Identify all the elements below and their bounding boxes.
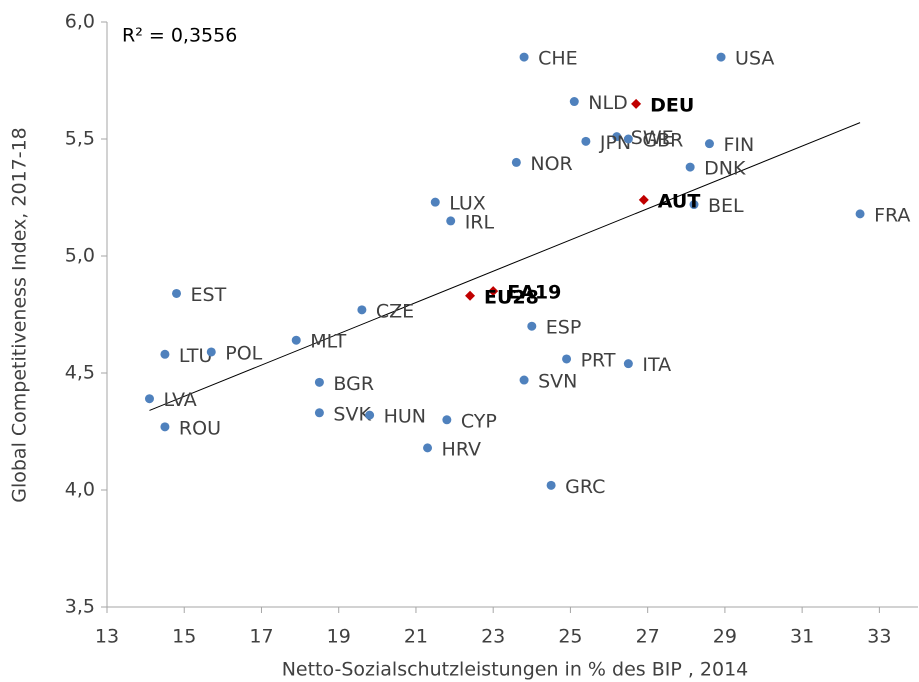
x-tick-label: 17 — [249, 626, 273, 648]
point — [527, 321, 537, 331]
point-label: ESP — [546, 317, 582, 339]
point-label: IRL — [465, 211, 495, 233]
point — [511, 157, 521, 167]
point — [685, 162, 695, 172]
point — [423, 443, 433, 453]
point — [631, 98, 642, 109]
y-tick-label: 5,0 — [65, 245, 95, 267]
point-label: CZE — [376, 300, 414, 322]
y-axis-title: Global Competitiveness Index, 2017-18 — [9, 127, 31, 503]
x-tick-label: 25 — [558, 626, 582, 648]
point-label: EST — [191, 284, 227, 306]
point — [172, 288, 182, 298]
point — [160, 422, 170, 432]
point — [314, 377, 324, 387]
point-label: LTU — [179, 345, 212, 367]
point-label: HUN — [384, 406, 426, 428]
point — [638, 194, 649, 205]
point — [623, 134, 633, 144]
point — [689, 200, 699, 210]
point-label: POL — [225, 342, 262, 364]
point-label: DEU — [650, 94, 694, 116]
point — [716, 52, 726, 62]
x-tick-label: 27 — [636, 626, 660, 648]
x-tick-label: 19 — [327, 626, 351, 648]
point-label: CYP — [461, 410, 497, 432]
point — [465, 290, 476, 301]
point-label: USA — [735, 48, 774, 70]
point — [144, 394, 154, 404]
y-tick-label: 5,5 — [65, 128, 95, 150]
point — [160, 349, 170, 359]
point — [446, 216, 456, 226]
x-tick-label: 21 — [404, 626, 428, 648]
point-label: FRA — [874, 204, 910, 226]
point — [546, 480, 556, 490]
point — [581, 136, 591, 146]
point — [612, 132, 622, 142]
point-label: SVK — [333, 403, 371, 425]
point — [519, 52, 529, 62]
point-label: SVN — [538, 371, 577, 393]
point — [488, 286, 499, 297]
x-axis-title: Netto-Sozialschutzleistungen in % des BI… — [282, 659, 749, 681]
x-tick-label: 15 — [172, 626, 196, 648]
point-label: GBR — [642, 130, 683, 152]
point-label: LUX — [449, 193, 486, 215]
point — [442, 415, 452, 425]
x-tick-label: 29 — [713, 626, 737, 648]
y-tick-label: 4,5 — [65, 362, 95, 384]
y-tick-label: 6,0 — [65, 11, 95, 33]
point-label: GRC — [565, 476, 605, 498]
point — [430, 197, 440, 207]
point-label: EA19 — [507, 282, 561, 304]
point — [357, 305, 367, 315]
point — [569, 97, 579, 107]
x-tick-label: 33 — [867, 626, 891, 648]
point — [855, 209, 865, 219]
point — [291, 335, 301, 345]
point-label: EU28 — [484, 286, 539, 308]
y-tick-label: 4,0 — [65, 479, 95, 501]
point-label: HRV — [442, 438, 481, 460]
point-label: MLT — [310, 331, 346, 353]
point-label: LVA — [163, 389, 196, 411]
point-label: NLD — [588, 92, 627, 114]
point-label: NOR — [530, 153, 572, 175]
point-label: DNK — [704, 158, 746, 180]
point-label: PRT — [581, 349, 616, 371]
point-label: SWE — [631, 127, 674, 149]
point — [206, 347, 216, 357]
point — [562, 354, 572, 364]
y-tick-label: 3,5 — [65, 596, 95, 618]
point-label: FIN — [723, 134, 754, 156]
trendline — [149, 122, 861, 411]
point-label: BEL — [708, 195, 744, 217]
x-tick-label: 31 — [790, 626, 814, 648]
point-label: CHE — [538, 48, 578, 70]
point — [623, 359, 633, 369]
point-label: ROU — [179, 417, 221, 439]
x-tick-label: 13 — [95, 626, 119, 648]
point — [704, 139, 714, 149]
x-tick-label: 23 — [481, 626, 505, 648]
point-label: BGR — [333, 373, 374, 395]
point — [519, 375, 529, 385]
point-label: ITA — [642, 354, 671, 376]
point — [314, 408, 324, 418]
point-label: AUT — [658, 190, 701, 212]
r-squared: R² = 0,3556 — [122, 25, 237, 47]
point-label: JPN — [599, 132, 631, 154]
point — [365, 410, 375, 420]
